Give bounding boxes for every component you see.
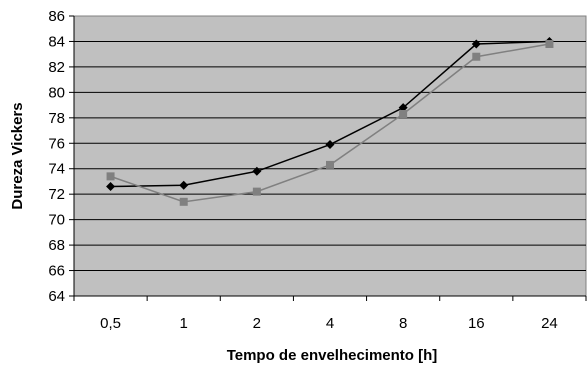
y-tick-label: 80: [48, 84, 65, 101]
y-tick-label: 82: [48, 59, 65, 76]
x-tick-label: 0,5: [100, 315, 121, 332]
y-tick-label: 70: [48, 212, 65, 229]
data-point-square: [106, 172, 115, 181]
axes: [69, 15, 587, 301]
data-point-square: [326, 160, 334, 169]
x-axis-title: Tempo de envelhecimento [h]: [227, 347, 438, 364]
y-axis-title: Dureza Vickers: [9, 102, 26, 209]
y-tick-label: 72: [48, 186, 65, 203]
data-point-square: [472, 52, 481, 61]
x-tick-labels: 0,5 1 2 4 8 16 24: [100, 315, 558, 332]
y-tick-label: 66: [48, 263, 65, 280]
y-tick-label: 84: [48, 33, 65, 50]
y-tick-label: 76: [48, 135, 65, 152]
data-point-diamond: [179, 180, 189, 190]
y-tick-label: 74: [48, 161, 65, 178]
y-tick-labels: 64 66 68 70 72 74 76 78 80 82 84 86: [48, 8, 65, 305]
y-tick-label: 86: [48, 8, 65, 25]
data-point-diamond: [398, 103, 408, 113]
data-series: [106, 36, 554, 206]
plot-area: [73, 15, 587, 297]
series-2: [106, 40, 554, 206]
data-point-square: [399, 110, 408, 118]
data-point-square: [252, 187, 261, 196]
x-tick-label: 8: [399, 315, 407, 332]
x-tick-label: 4: [326, 315, 334, 332]
data-point-diamond: [325, 140, 335, 150]
y-tick-label: 68: [48, 237, 65, 254]
data-point-diamond: [252, 166, 262, 176]
x-tick-label: 16: [468, 315, 485, 332]
x-tick-label: 24: [541, 315, 558, 332]
y-tick-label: 78: [48, 110, 65, 127]
data-point-square: [545, 40, 554, 48]
data-point-square: [179, 197, 188, 206]
data-point-diamond: [106, 182, 116, 192]
series-1: [106, 36, 554, 192]
x-tick-label: 1: [180, 315, 188, 332]
y-tick-label: 64: [48, 288, 65, 305]
data-point-diamond: [471, 39, 481, 49]
x-tick-label: 2: [253, 315, 261, 332]
